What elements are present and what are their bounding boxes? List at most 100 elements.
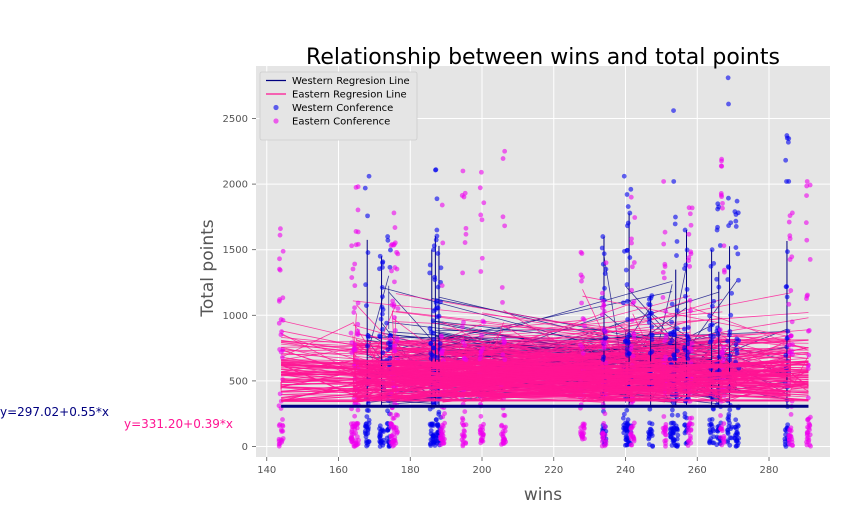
data-point bbox=[500, 441, 506, 446]
data-point bbox=[581, 422, 587, 428]
data-point bbox=[682, 326, 687, 332]
data-point bbox=[276, 298, 282, 304]
data-point bbox=[623, 267, 629, 273]
data-point bbox=[276, 320, 282, 326]
data-point bbox=[629, 240, 634, 246]
y-tick-label: 2500 bbox=[223, 114, 248, 125]
data-point bbox=[392, 348, 398, 354]
connecting-line bbox=[280, 361, 443, 402]
data-point bbox=[669, 338, 675, 343]
data-point bbox=[733, 245, 739, 250]
data-point bbox=[685, 341, 691, 347]
data-point bbox=[734, 432, 739, 438]
data-point bbox=[727, 420, 732, 426]
data-point bbox=[627, 255, 633, 260]
data-point bbox=[352, 342, 358, 347]
data-point bbox=[687, 416, 693, 421]
data-point bbox=[462, 409, 468, 414]
data-point bbox=[727, 353, 733, 359]
data-point bbox=[603, 266, 609, 272]
data-point bbox=[434, 227, 440, 233]
data-point bbox=[624, 407, 630, 413]
data-point bbox=[461, 356, 467, 362]
data-point bbox=[669, 412, 675, 418]
data-point bbox=[280, 295, 286, 301]
data-point bbox=[719, 442, 725, 448]
data-point bbox=[442, 411, 447, 416]
data-point bbox=[393, 328, 398, 333]
data-point bbox=[388, 247, 393, 253]
data-point bbox=[784, 179, 789, 184]
data-point bbox=[433, 167, 438, 173]
x-tick-label: 140 bbox=[257, 465, 276, 476]
data-point bbox=[786, 136, 792, 141]
data-point bbox=[500, 214, 506, 220]
data-point bbox=[276, 403, 282, 409]
data-point bbox=[379, 311, 385, 317]
data-point bbox=[599, 305, 605, 311]
data-point bbox=[625, 204, 631, 209]
data-point bbox=[686, 255, 692, 260]
data-point bbox=[352, 283, 358, 289]
data-point bbox=[277, 232, 283, 238]
data-point bbox=[460, 270, 466, 276]
y-axis-ticks: 0 500 1000 1500 2000 2500 bbox=[223, 114, 256, 453]
y-tick-label: 1000 bbox=[223, 311, 248, 322]
data-point bbox=[478, 212, 484, 218]
y-tick-label: 1500 bbox=[223, 245, 248, 256]
data-point bbox=[687, 264, 693, 269]
data-point bbox=[708, 333, 714, 339]
data-point bbox=[807, 257, 813, 262]
data-point bbox=[786, 301, 792, 307]
data-point bbox=[279, 355, 285, 360]
y-axis-title: Total points bbox=[198, 219, 218, 317]
data-point bbox=[787, 233, 793, 239]
data-point bbox=[682, 414, 688, 420]
data-point bbox=[674, 326, 680, 332]
data-point bbox=[364, 303, 369, 309]
data-point bbox=[785, 328, 791, 334]
data-point bbox=[708, 337, 714, 343]
data-point bbox=[378, 316, 384, 322]
connecting-line bbox=[442, 361, 791, 381]
data-point bbox=[579, 300, 584, 306]
data-point bbox=[480, 424, 485, 430]
data-point bbox=[431, 247, 436, 253]
data-point bbox=[788, 288, 794, 293]
data-point bbox=[734, 198, 740, 204]
data-point bbox=[667, 356, 673, 362]
data-point bbox=[353, 347, 358, 353]
connecting-line bbox=[463, 359, 483, 374]
data-point bbox=[439, 422, 445, 428]
connecting-line bbox=[392, 344, 483, 352]
western-equation: y=297.02+0.55*x bbox=[0, 405, 109, 419]
data-point bbox=[602, 424, 608, 430]
data-point bbox=[502, 428, 508, 434]
data-point bbox=[599, 312, 605, 318]
data-point bbox=[688, 308, 693, 314]
data-point bbox=[710, 303, 715, 309]
data-point bbox=[503, 424, 508, 430]
regression-lines bbox=[280, 359, 809, 408]
data-point bbox=[630, 353, 636, 359]
data-point bbox=[392, 437, 397, 443]
data-point bbox=[726, 411, 732, 417]
connecting-line bbox=[464, 363, 665, 374]
data-point bbox=[621, 173, 627, 179]
connecting-line bbox=[464, 371, 809, 395]
data-point bbox=[785, 249, 790, 255]
data-point bbox=[629, 424, 634, 430]
data-point bbox=[682, 347, 688, 353]
data-point bbox=[439, 202, 445, 208]
data-point bbox=[734, 336, 740, 342]
data-point bbox=[733, 218, 739, 224]
data-point bbox=[627, 351, 632, 357]
data-point bbox=[463, 440, 469, 446]
data-point bbox=[686, 438, 692, 443]
data-point bbox=[629, 287, 635, 293]
data-point bbox=[804, 237, 810, 243]
connecting-line bbox=[392, 321, 791, 340]
data-point bbox=[365, 250, 371, 255]
connecting-line bbox=[356, 369, 583, 392]
data-point bbox=[620, 415, 626, 421]
